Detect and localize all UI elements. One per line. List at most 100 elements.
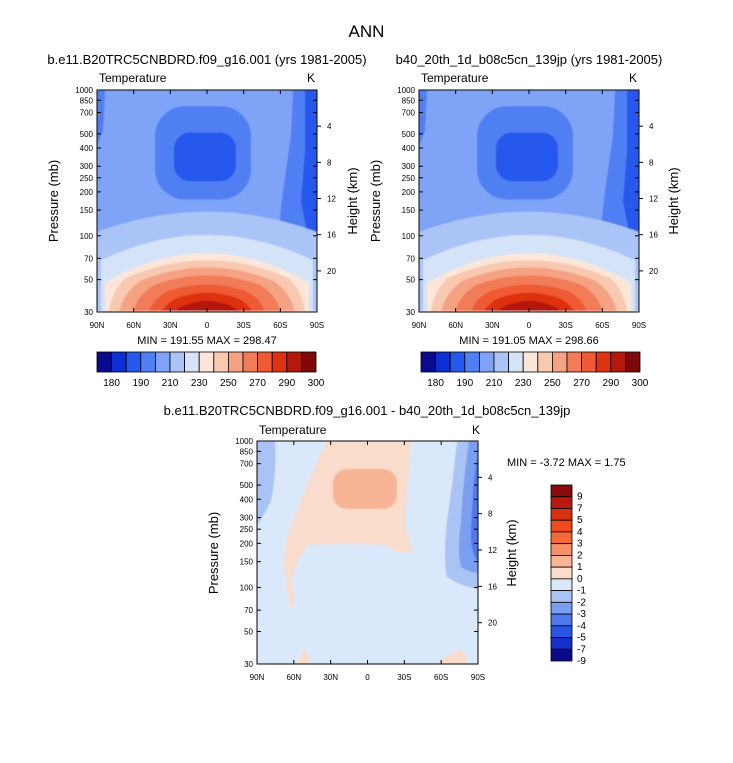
panel-3-colorbar-label: 2 [577, 550, 583, 561]
panel-3-xtick-label: 90N [250, 673, 265, 682]
panel-2-colorbar-box [464, 351, 480, 373]
panel-1-ylabel: Pressure (mb) [46, 160, 61, 242]
panel-1-colorbar-box [271, 351, 288, 373]
panel-2-colorbar-label: 290 [602, 378, 619, 389]
panel-1-colorbar-box [140, 351, 156, 373]
panel-1-ytick-label: 300 [80, 162, 94, 171]
panel-3-height-tick-label: 20 [488, 619, 497, 628]
panel-2-colorbar-box [537, 351, 553, 373]
panel-2-xtick-label: 30N [485, 321, 500, 330]
panel-2-ytick-label: 700 [402, 109, 416, 118]
panel-2-height-tick-label: 16 [649, 231, 658, 240]
panel-1-ytick-label: 30 [84, 308, 93, 317]
panel-2-ytick-label: 150 [402, 206, 416, 215]
panel-1-xtick-label: 60N [126, 321, 141, 330]
panel-3-ylabel-right: Height (km) [504, 519, 519, 586]
page-title: ANN [349, 22, 385, 41]
panel-2-ytick-label: 50 [406, 276, 415, 285]
panel-1-ytick-label: 100 [80, 232, 94, 241]
panel-3-colorbar-box [550, 601, 573, 615]
panel-3-ytick-label: 500 [240, 481, 254, 490]
panel-3-colorbar-label: 7 [577, 503, 583, 514]
panel-1-height-tick-label: 12 [327, 195, 336, 204]
panel-3-ylabel: Pressure (mb) [206, 512, 221, 594]
panel-3-colorbar-label: 1 [577, 562, 583, 573]
panel-1-colorbar-label: 230 [191, 378, 208, 389]
panel-model-1: b.e11.B20TRC5CNBDRD.f09_g16.001 (yrs 198… [46, 52, 367, 389]
panel-1-colorbar-box [169, 351, 186, 373]
panel-1-colorbar-box [213, 351, 229, 373]
panel-1-colorbar-box [96, 351, 113, 373]
panel-1-colorbar-box [111, 351, 127, 373]
panel-3-colorbar-label: 9 [577, 492, 583, 503]
panel-1-left-label: Temperature [99, 71, 167, 85]
panel-3-xtick-label: 90S [471, 673, 485, 682]
panel-1-xtick-label: 90S [310, 321, 324, 330]
panel-3-colorbar-box [550, 519, 573, 533]
panel-2-ylabel: Pressure (mb) [368, 160, 383, 242]
panel-3-xtick-label: 60S [434, 673, 448, 682]
panel-3-colorbar-label: -5 [577, 633, 586, 644]
panel-3-colorbar-label: -4 [577, 621, 586, 632]
panel-2-colorbar-box [493, 351, 510, 373]
panel-1-colorbar-box [154, 351, 171, 373]
panel-2-height-tick-label: 8 [649, 158, 654, 167]
panel-difference: b.e11.B20TRC5CNBDRD.f09_g16.001 - b40_20… [164, 403, 626, 682]
panel-3-colorbar-label: -7 [577, 644, 586, 655]
panel-2-colorbar-label: 300 [632, 378, 649, 389]
panel-3-colorbar-box [550, 508, 573, 521]
panel-1-xtick-label: 30N [163, 321, 178, 330]
panel-3-fill-level-b [257, 441, 276, 525]
panel-1-fill-level-o [174, 300, 240, 312]
panel-3-colorbar-label: 5 [577, 515, 583, 526]
panel-1-colorbar-label: 290 [278, 378, 295, 389]
panel-1-ytick-label: 500 [80, 130, 94, 139]
panel-3-ytick-label: 300 [240, 514, 254, 523]
panel-3-colorbar-label: 3 [577, 539, 583, 550]
panel-1-colorbar-box [300, 351, 317, 373]
panel-3-fill-level-e [471, 455, 478, 561]
panel-1-title: b.e11.B20TRC5CNBDRD.f09_g16.001 (yrs 198… [47, 52, 366, 67]
panel-2-colorbar-box [625, 351, 641, 373]
panel-1-xtick-label: 0 [205, 321, 210, 330]
panel-3-colorbar-label: -9 [577, 656, 586, 667]
panel-3-title: b.e11.B20TRC5CNBDRD.f09_g16.001 - b40_20… [164, 403, 571, 418]
panel-1-ytick-label: 70 [84, 254, 93, 263]
panel-3-ytick-label: 700 [240, 460, 254, 469]
panel-2-ylabel-right: Height (km) [666, 167, 681, 234]
panel-2-ytick-label: 300 [402, 162, 416, 171]
panel-2-xtick-label: 90N [412, 321, 427, 330]
panel-2-height-tick-label: 4 [649, 122, 654, 131]
panel-2-xtick-label: 30S [559, 321, 573, 330]
panel-3-colorbar-box [550, 648, 573, 662]
panel-1-colorbar-label: 250 [220, 378, 237, 389]
panel-2-colorbar-box [508, 351, 524, 373]
panel-3-ytick-label: 100 [240, 583, 254, 592]
panel-3-colorbar-box [550, 578, 573, 591]
panel-2-fill-level-d [623, 90, 639, 238]
panel-3-fill-level-h [297, 649, 309, 664]
panel-3-height-tick-label: 8 [488, 510, 493, 519]
panel-3-height-tick-label: 4 [488, 473, 493, 482]
panel-3-ytick-label: 70 [244, 606, 253, 615]
panel-2-plot-area [419, 90, 639, 312]
panel-2-colorbar-box [435, 351, 451, 373]
panel-3-colorbar-box [550, 613, 573, 627]
panel-1-colorbar-label: 190 [132, 378, 149, 389]
panel-1-height-tick-label: 20 [327, 267, 336, 276]
panel-3-xtick-label: 60N [286, 673, 301, 682]
panel-2-title: b40_20th_1d_b08c5cn_139jp (yrs 1981-2005… [396, 52, 663, 67]
panel-1-ylabel-right: Height (km) [345, 167, 360, 234]
panel-2-ytick-label: 850 [402, 96, 416, 105]
panel-1-xtick-label: 60S [273, 321, 287, 330]
panel-2-fill-level-f [496, 132, 558, 182]
panel-2-height-tick-label: 12 [649, 195, 658, 204]
panel-2-colorbar-label: 180 [427, 378, 444, 389]
panel-2-colorbar-label: 230 [515, 378, 532, 389]
panel-3-xtick-label: 0 [365, 673, 370, 682]
panel-1-colorbar-box [242, 351, 259, 373]
panel-1-height-tick-label: 4 [327, 122, 332, 131]
panel-3-colorbar-box [550, 531, 573, 545]
